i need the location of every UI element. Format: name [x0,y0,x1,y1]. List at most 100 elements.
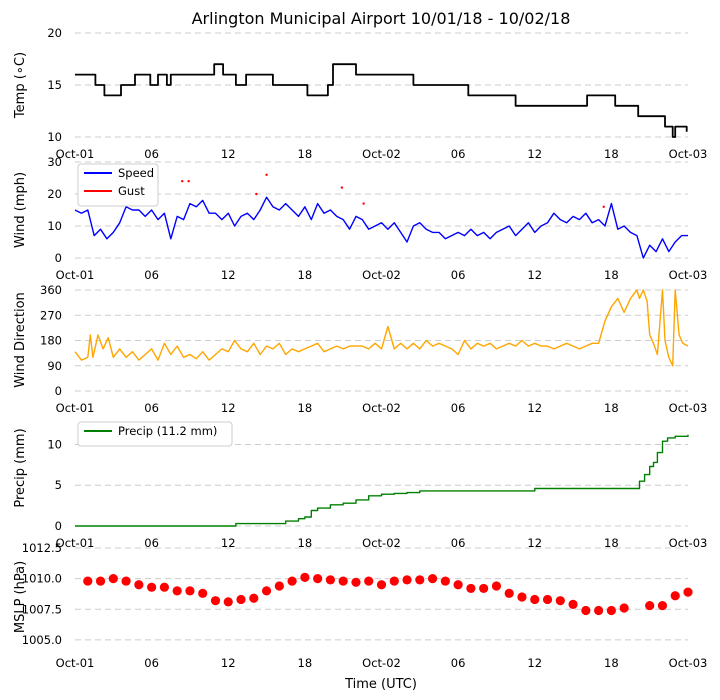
pressure-point [606,605,616,616]
pressure-point [568,599,578,609]
pressure-point [530,594,540,605]
y-tick-label: 0 [55,384,62,398]
pressure-point [427,574,438,584]
x-tick-label: 12 [527,268,542,282]
panel-direction: 0 90 180 270 360 Wind Direction Oct-01 06 12 18 Oc… [13,283,707,415]
x-tick-label: Oct-02 [362,656,401,670]
x-tick-label: 18 [604,401,619,415]
pressure-point [249,593,259,603]
gust-point [265,173,268,176]
x-tick-label: 06 [451,401,466,415]
x-tick-label: Oct-03 [669,536,708,550]
y-tick-label: 270 [40,308,62,322]
panel-precip: 0 5 10 Precip (mm) Oct-01 06 12 18 Oct-02 06 12 18 O… [13,421,708,550]
x-tick-label: Oct-01 [56,656,95,670]
x-tick-label: 12 [527,401,542,415]
pressure-point [300,572,310,583]
gust-point [255,192,258,196]
legend-label: Precip (11.2 mm) [118,424,217,438]
pressure-point [134,580,144,590]
pressure-point [453,580,463,590]
gust-point [602,205,605,208]
x-tick-label: 12 [527,536,542,550]
legend-box [77,163,159,207]
x-tick-label: 12 [527,147,542,161]
panels: 10 15 20 Temp (∘C) Oct-01 06 12 18 Oct-02 06 12 18 O… [13,26,707,670]
panel-temp: 10 15 20 Temp (∘C) Oct-01 06 12 18 Oct-02 06 12 18 O… [13,26,707,161]
y-tick-label: 15 [47,78,62,92]
x-tick-label: 06 [144,656,159,670]
pressure-point [95,576,106,586]
x-tick-label: Oct-03 [669,401,708,415]
pressure-point [313,574,323,584]
y-axis-label: Temp (∘C) [13,52,28,119]
pressure-point [683,587,693,597]
temp-series-line [75,63,688,138]
pressure-point [210,596,221,606]
x-tick-label: Oct-03 [669,147,708,161]
x-tick-label: Oct-02 [362,536,401,550]
gust-point [187,180,190,183]
direction-series-line [74,289,689,367]
y-tick-label: 10 [47,219,62,233]
pressure-point [274,581,284,591]
gust-point [181,180,184,183]
y-tick-label: 30 [47,155,62,169]
x-tick-label: 18 [604,536,619,550]
y-tick-label: 1005.0 [22,633,62,647]
pressure-point [185,586,195,596]
x-tick-label: 18 [298,536,313,550]
y-axis-label: Wind (mph) [13,172,28,248]
x-tick-label: 18 [298,147,313,161]
pressure-point [415,575,425,585]
y-tick-label: 10 [47,437,62,451]
x-tick-label: 06 [144,536,159,550]
x-tick-label: 06 [451,147,466,161]
pressure-point [402,575,412,585]
legend-label: Speed [118,166,154,180]
y-tick-label: 1012.5 [22,541,62,555]
pressure-point [223,597,233,607]
panel-pressure: 1005.0 1007.5 1010.0 1012.5 MSLP (hPa) Oct-01… [13,541,707,670]
y-tick-label: 90 [47,359,62,373]
pressure-point [555,596,565,606]
pressure-point [159,582,169,592]
x-tick-label: 18 [298,268,313,282]
gust-point [340,186,344,189]
x-tick-label: 12 [221,147,236,161]
precip-series-line [75,434,689,527]
x-tick-label: 18 [604,656,619,670]
x-tick-label: Oct-03 [669,268,708,282]
pressure-point [287,576,297,586]
x-axis-label: Time (UTC) [344,677,417,692]
x-tick-label: Oct-01 [56,401,95,415]
pressure-point [619,603,629,613]
chart-title: Arlington Municipal Airport 10/01/18 - 1… [192,9,571,28]
y-tick-label: 180 [40,334,62,348]
y-tick-label: 360 [40,283,62,297]
pressure-point [364,576,374,586]
pressure-point [147,582,157,592]
y-tick-label: 0 [55,251,62,265]
x-tick-label: 18 [604,147,619,161]
x-tick-label: Oct-02 [362,147,401,161]
pressure-point [236,594,246,605]
x-tick-label: 06 [451,536,466,550]
y-tick-label: 20 [47,26,62,40]
y-tick-label: 1007.5 [22,602,62,616]
x-tick-label: 18 [298,656,313,670]
y-axis-label: Wind Direction [13,292,28,388]
pressure-point [440,576,450,586]
x-tick-label: 06 [144,401,159,415]
pressure-point [542,594,553,605]
x-tick-label: Oct-01 [56,147,95,161]
y-axis-label: Precip (mm) [13,428,28,507]
pressure-point [261,586,272,596]
pressure-point [376,580,387,590]
x-tick-label: 06 [451,656,466,670]
x-tick-label: Oct-02 [362,401,401,415]
x-tick-label: Oct-02 [362,268,401,282]
x-tick-label: Oct-01 [56,536,95,550]
x-tick-label: 18 [298,401,313,415]
y-axis-label: MSLP (hPa) [13,561,28,633]
